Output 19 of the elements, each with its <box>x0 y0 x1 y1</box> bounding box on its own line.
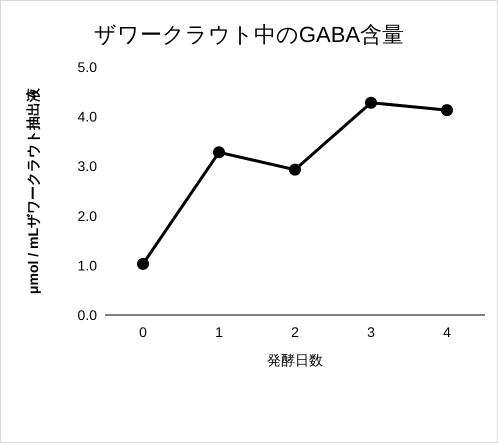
y-tick-label: 3.0 <box>78 158 98 174</box>
chart-title: ザワークラウト中のGABA含量 <box>94 22 404 47</box>
x-tick-label: 0 <box>139 324 148 340</box>
y-tick-label: 1.0 <box>78 257 98 274</box>
point <box>289 164 301 176</box>
x-tick-label: 3 <box>367 324 376 340</box>
y-tick-label: 2.0 <box>78 208 98 224</box>
y-axis-title: μmol / mLザワークラウト抽出液 <box>25 86 41 294</box>
point <box>365 96 377 109</box>
y-tick-label: 4.0 <box>78 108 98 125</box>
x-tick-label: 4 <box>443 324 452 340</box>
y-tick-label: 0.0 <box>78 307 98 323</box>
x-tick-label: 2 <box>291 324 300 340</box>
x-axis-title: 発酵日数 <box>267 352 323 368</box>
point <box>137 258 149 270</box>
point <box>213 146 225 158</box>
y-tick-label: 5.0 <box>78 59 98 75</box>
x-tick-label: 1 <box>215 324 224 340</box>
point <box>441 104 453 116</box>
